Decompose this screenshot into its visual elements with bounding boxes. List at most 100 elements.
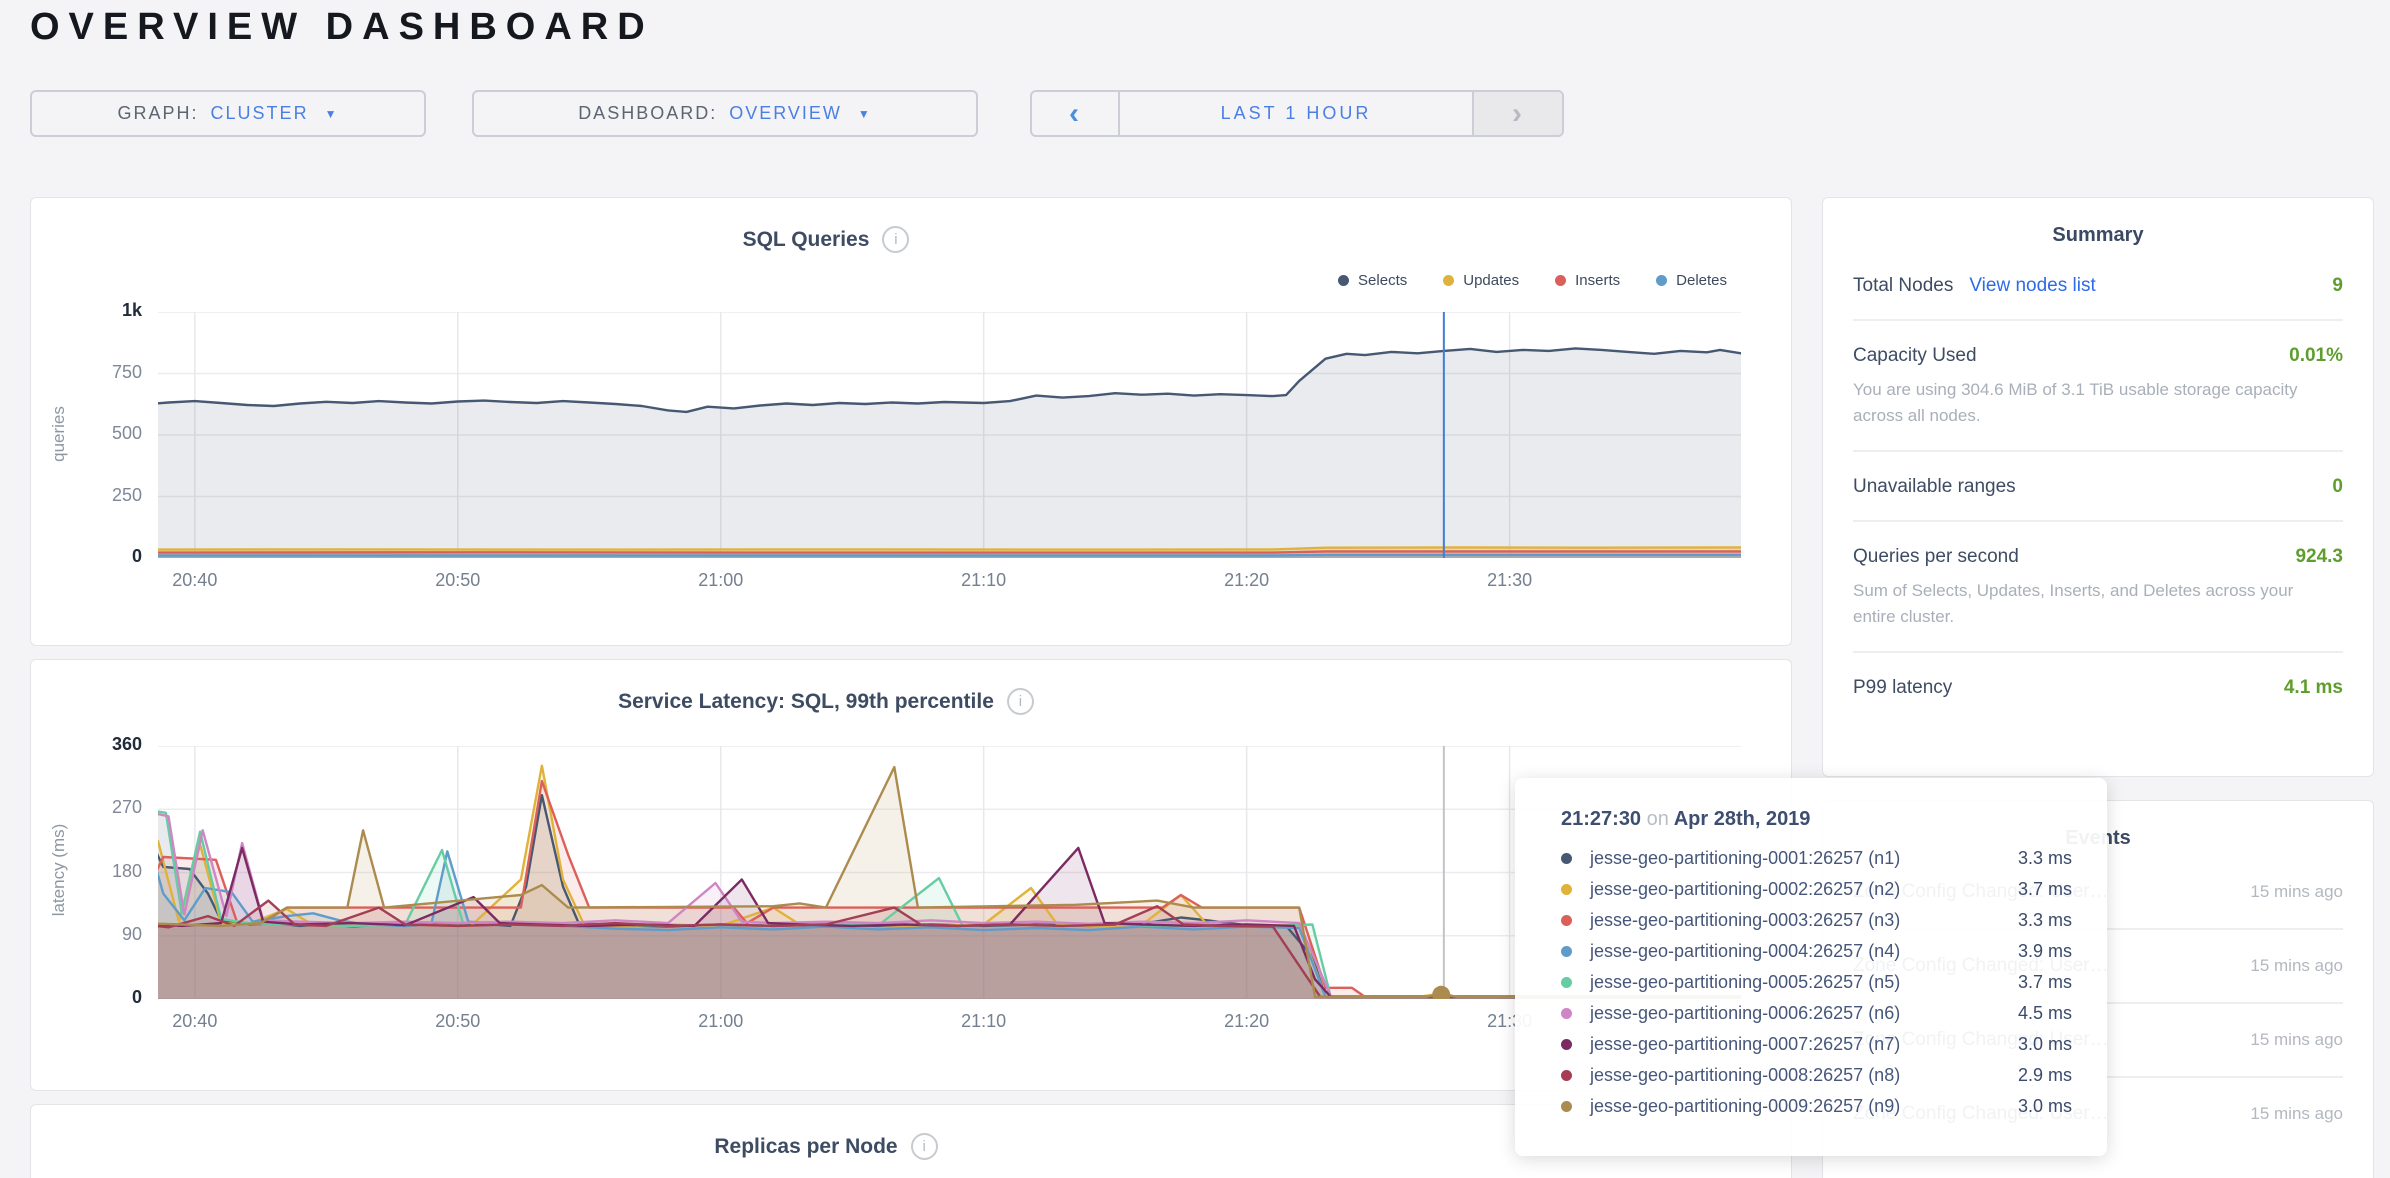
caret-down-icon: ▼ [857,106,872,121]
y-axis-tick-label: 750 [111,361,142,382]
info-icon[interactable]: i [1006,688,1034,715]
chevron-left-icon: ‹ [1069,96,1081,130]
tooltip-date: Apr 28th, 2019 [1673,808,1811,830]
tooltip-series-name: jesse-geo-partitioning-0002:26257 (n2) [1590,879,1901,899]
x-axis-tick-label: 21:00 [698,570,744,590]
series-dot-icon [1561,1039,1572,1050]
legend-label: Inserts [1575,272,1621,289]
tooltip-series-name: jesse-geo-partitioning-0008:26257 (n8) [1590,1065,1901,1085]
tooltip-timestamp: 21:27:30 on Apr 28th, 2019 [1561,808,2083,831]
legend-item-selects[interactable]: Selects [1338,272,1407,289]
x-axis-tick-label: 21:20 [1224,570,1270,590]
graph-dropdown[interactable]: GRAPH: CLUSTER ▼ [30,90,426,137]
event-time: 15 mins ago [2250,882,2343,902]
y-axis-tick-label: 250 [111,484,142,505]
graph-dropdown-value: CLUSTER [210,103,309,123]
view-nodes-list-link[interactable]: View nodes list [1969,275,2096,296]
dashboard-dropdown[interactable]: DASHBOARD: OVERVIEW ▼ [472,90,978,137]
legend-label: Updates [1463,272,1520,289]
sql-queries-legend: Selects Updates Inserts Deletes [1338,272,1727,289]
tooltip-time: 21:27:30 [1561,808,1642,830]
y-axis-tick-label: 270 [111,797,142,818]
legend-label: Selects [1358,272,1408,289]
tooltip-series-name: jesse-geo-partitioning-0009:26257 (n9) [1590,1096,1901,1116]
chevron-right-icon: › [1512,96,1524,130]
service-latency-card: Service Latency: SQL, 99th percentile i … [30,659,1792,1091]
queries-per-second-label: Queries per second [1853,546,2019,567]
capacity-used-description: You are using 304.6 MiB of 3.1 TiB usabl… [1853,380,2298,425]
chart-plot-area[interactable] [158,312,1741,558]
unavailable-ranges-label: Unavailable ranges [1853,476,2016,497]
summary-row-total-nodes: Total Nodes View nodes list 9 [1853,251,2343,321]
summary-row-unavailable: Unavailable ranges 0 [1853,452,2343,522]
tooltip-series-value: 3.3 ms [2018,910,2073,930]
x-axis-tick-label: 21:10 [961,570,1007,590]
series-dot-icon [1561,853,1572,864]
info-icon[interactable]: i [882,226,910,253]
tooltip-series-value: 3.7 ms [2018,879,2073,899]
chart-hover-tooltip: 21:27:30 on Apr 28th, 2019 jesse-geo-par… [1515,778,2107,1156]
info-icon[interactable]: i [910,1133,938,1160]
p99-latency-value: 4.1 ms [2283,677,2343,698]
p99-latency-label: P99 latency [1853,677,1953,698]
caret-down-icon: ▼ [324,106,339,121]
replicas-per-node-title: Replicas per Node [714,1134,898,1158]
tooltip-series-row: jesse-geo-partitioning-0004:26257 (n4) 3.… [1561,936,2083,967]
summary-row-p99: P99 latency 4.1 ms [1853,653,2343,721]
series-dot-icon [1561,946,1572,957]
event-time: 15 mins ago [2250,1030,2343,1050]
summary-panel: Summary Total Nodes View nodes list 9 Ca… [1822,197,2374,777]
y-axis-tick-label: 500 [111,423,142,443]
time-prev-button[interactable]: ‹ [1032,92,1120,135]
unavailable-ranges-value: 0 [2332,476,2343,497]
legend-item-updates[interactable]: Updates [1443,272,1519,289]
y-axis-tick-label: 1k [121,300,142,320]
event-time: 15 mins ago [2250,956,2343,976]
dashboard-dropdown-label: DASHBOARD: [578,103,718,123]
tooltip-series-value: 3.0 ms [2018,1096,2073,1116]
dashboard-dropdown-value: OVERVIEW [729,103,842,123]
capacity-used-label: Capacity Used [1853,345,1977,366]
chart-plot-area[interactable] [158,746,1741,999]
summary-title: Summary [2052,224,2144,246]
x-axis-tick-label: 21:10 [961,1011,1007,1031]
tooltip-series-row: jesse-geo-partitioning-0005:26257 (n5) 3.… [1561,967,2083,998]
x-axis-tick-label: 21:20 [1224,1011,1270,1031]
tooltip-series-row: jesse-geo-partitioning-0006:26257 (n6) 4.… [1561,998,2083,1029]
tooltip-series-value: 2.9 ms [2018,1065,2073,1085]
legend-item-deletes[interactable]: Deletes [1656,272,1727,289]
tooltip-series-value: 3.7 ms [2018,972,2073,992]
total-nodes-label: Total Nodes [1853,275,1954,296]
queries-per-second-description: Sum of Selects, Updates, Inserts, and De… [1853,581,2294,626]
sql-queries-card: SQL Queries i Selects Updates Inserts Delet… [30,197,1792,646]
tooltip-series-name: jesse-geo-partitioning-0003:26257 (n3) [1590,910,1901,930]
event-time: 15 mins ago [2250,1104,2343,1124]
y-axis-tick-label: 90 [121,923,142,944]
time-range-button[interactable]: LAST 1 HOUR [1220,103,1372,123]
tooltip-series-row: jesse-geo-partitioning-0001:26257 (n1) 3.… [1561,843,2083,874]
tooltip-series-name: jesse-geo-partitioning-0004:26257 (n4) [1590,941,1901,961]
legend-dot-icon [1443,275,1455,286]
x-axis-tick-label: 21:00 [698,1011,744,1031]
series-dot-icon [1561,915,1572,926]
tooltip-series-value: 3.0 ms [2018,1034,2073,1054]
time-range-selector: ‹ LAST 1 HOUR › [1030,90,1564,137]
x-axis-tick-label: 20:50 [435,570,481,590]
series-dot-icon [1561,1008,1572,1019]
legend-dot-icon [1656,275,1668,286]
tooltip-series-name: jesse-geo-partitioning-0005:26257 (n5) [1590,972,1901,992]
x-axis-tick-label: 21:30 [1487,570,1533,590]
tooltip-series-name: jesse-geo-partitioning-0006:26257 (n6) [1590,1003,1901,1023]
tooltip-series-name: jesse-geo-partitioning-0001:26257 (n1) [1590,848,1901,868]
time-next-button[interactable]: › [1472,92,1562,135]
series-dot-icon [1561,1101,1572,1112]
x-axis-tick-label: 20:40 [172,1011,218,1031]
x-axis-tick-label: 20:50 [435,1011,481,1031]
legend-item-inserts[interactable]: Inserts [1555,272,1620,289]
tooltip-rows: jesse-geo-partitioning-0001:26257 (n1) 3.… [1561,843,2083,1122]
sql-queries-title: SQL Queries [742,227,870,251]
chart-svg [158,746,1741,999]
tooltip-series-value: 4.5 ms [2018,1003,2073,1023]
series-dot-icon [1561,977,1572,988]
